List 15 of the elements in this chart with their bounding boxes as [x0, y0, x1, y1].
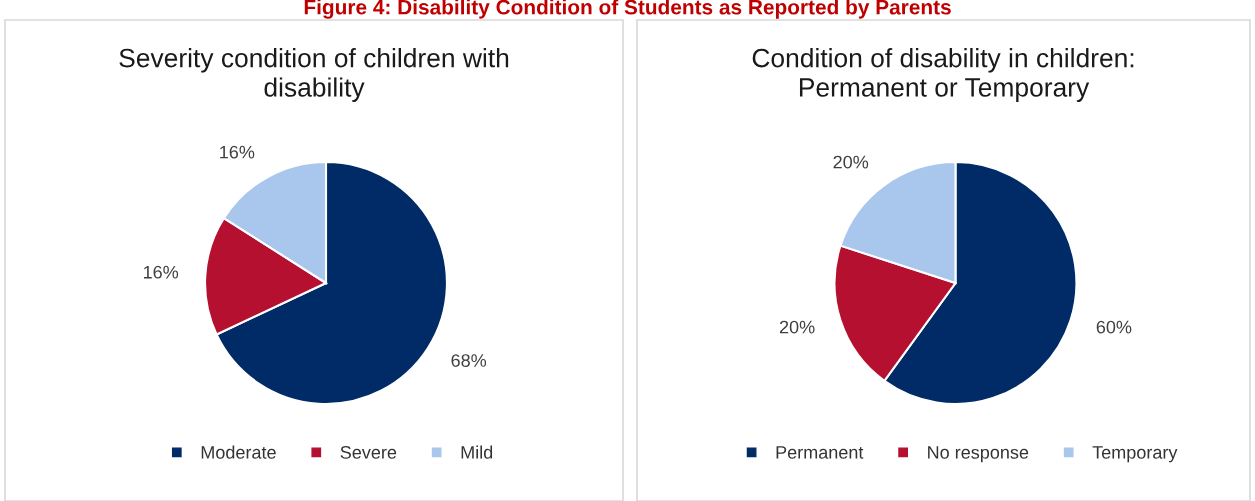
data-label: 16%: [143, 265, 179, 279]
legend-label: Permanent: [776, 446, 864, 459]
legend-label: Severe: [340, 445, 397, 459]
legend-label: Mild: [461, 445, 493, 459]
legend-label: Moderate: [201, 445, 276, 459]
data-label: 20%: [833, 155, 869, 169]
chart-title: Severity condition of children with disability: [119, 48, 509, 102]
chart-title: Condition of disability in children: Permanent or Temporary: [752, 48, 1134, 102]
data-label: 16%: [220, 145, 255, 159]
legend-label: Temporary: [1092, 446, 1178, 463]
data-label: 60%: [1096, 320, 1132, 334]
data-label: 68%: [451, 354, 487, 367]
legend-label: No response: [928, 446, 1029, 463]
caption: Figure 4: Disability Condition of Students as Reported by Parents: [304, 0, 951, 19]
data-label: 20%: [779, 320, 815, 334]
